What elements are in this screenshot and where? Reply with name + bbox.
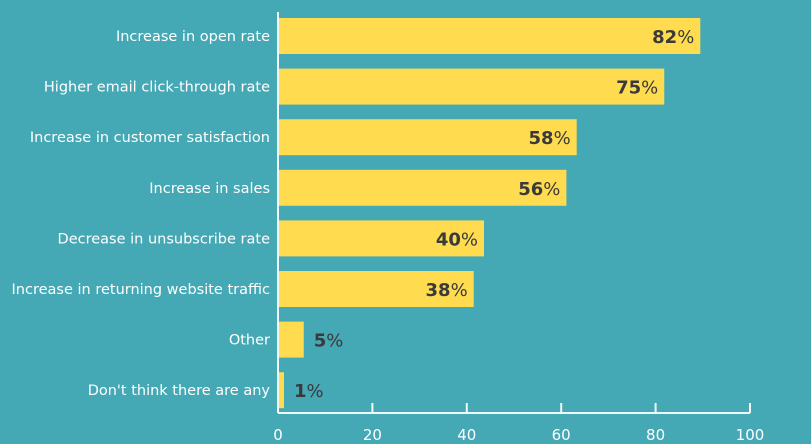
value-label: 5% <box>314 331 344 352</box>
x-tick-label: 80 <box>646 426 665 444</box>
value-label: 1% <box>294 381 324 402</box>
x-tick-label: 60 <box>552 426 571 444</box>
x-axis: 0 20 40 60 80 100 <box>273 12 764 444</box>
x-tick-label: 0 <box>273 426 283 444</box>
value-suffix: % <box>451 280 468 301</box>
value-number: 82 <box>652 27 677 48</box>
bar-6 <box>278 321 304 358</box>
bar-2 <box>278 119 577 156</box>
value-label: 40% <box>436 229 478 250</box>
value-label: 56% <box>518 179 560 200</box>
x-tick-label: 20 <box>363 426 382 444</box>
value-label: 75% <box>616 78 658 99</box>
value-number: 56 <box>518 179 543 200</box>
value-suffix: % <box>554 128 571 149</box>
value-suffix: % <box>326 331 343 352</box>
value-number: 1 <box>294 381 307 402</box>
bar-4 <box>278 220 484 257</box>
value-number: 75 <box>616 78 641 99</box>
value-suffix: % <box>307 381 324 402</box>
x-tick-label: 40 <box>457 426 476 444</box>
value-label: 58% <box>529 128 571 149</box>
category-label: Don't think there are any <box>88 383 271 399</box>
value-number: 58 <box>529 128 554 149</box>
category-label: Increase in customer satisfaction <box>30 130 270 146</box>
category-label: Higher email click-through rate <box>44 80 270 96</box>
value-number: 40 <box>436 229 461 250</box>
bar-0 <box>278 18 701 54</box>
bar-5 <box>278 271 474 307</box>
category-labels-group: Increase in open rate Higher email click-… <box>12 29 271 399</box>
value-label: 38% <box>426 280 468 301</box>
category-label: Other <box>229 333 270 349</box>
value-suffix: % <box>641 78 658 99</box>
value-number: 5 <box>314 331 327 352</box>
value-suffix: % <box>543 179 560 200</box>
bar-1 <box>278 68 665 105</box>
value-suffix: % <box>461 229 478 250</box>
bar-7 <box>278 372 284 409</box>
bar-3 <box>278 169 567 206</box>
x-tick-label: 100 <box>736 426 765 444</box>
value-suffix: % <box>677 27 694 48</box>
value-number: 38 <box>426 280 451 301</box>
category-label: Decrease in unsubscribe rate <box>58 231 271 247</box>
category-label: Increase in sales <box>149 181 270 197</box>
category-label: Increase in open rate <box>116 29 270 45</box>
value-label: 82% <box>652 27 694 48</box>
value-labels-group: 82%75%58%56%40%38%5%1% <box>294 27 694 402</box>
bars-group <box>278 18 701 409</box>
category-label: Increase in returning website traffic <box>12 282 271 298</box>
